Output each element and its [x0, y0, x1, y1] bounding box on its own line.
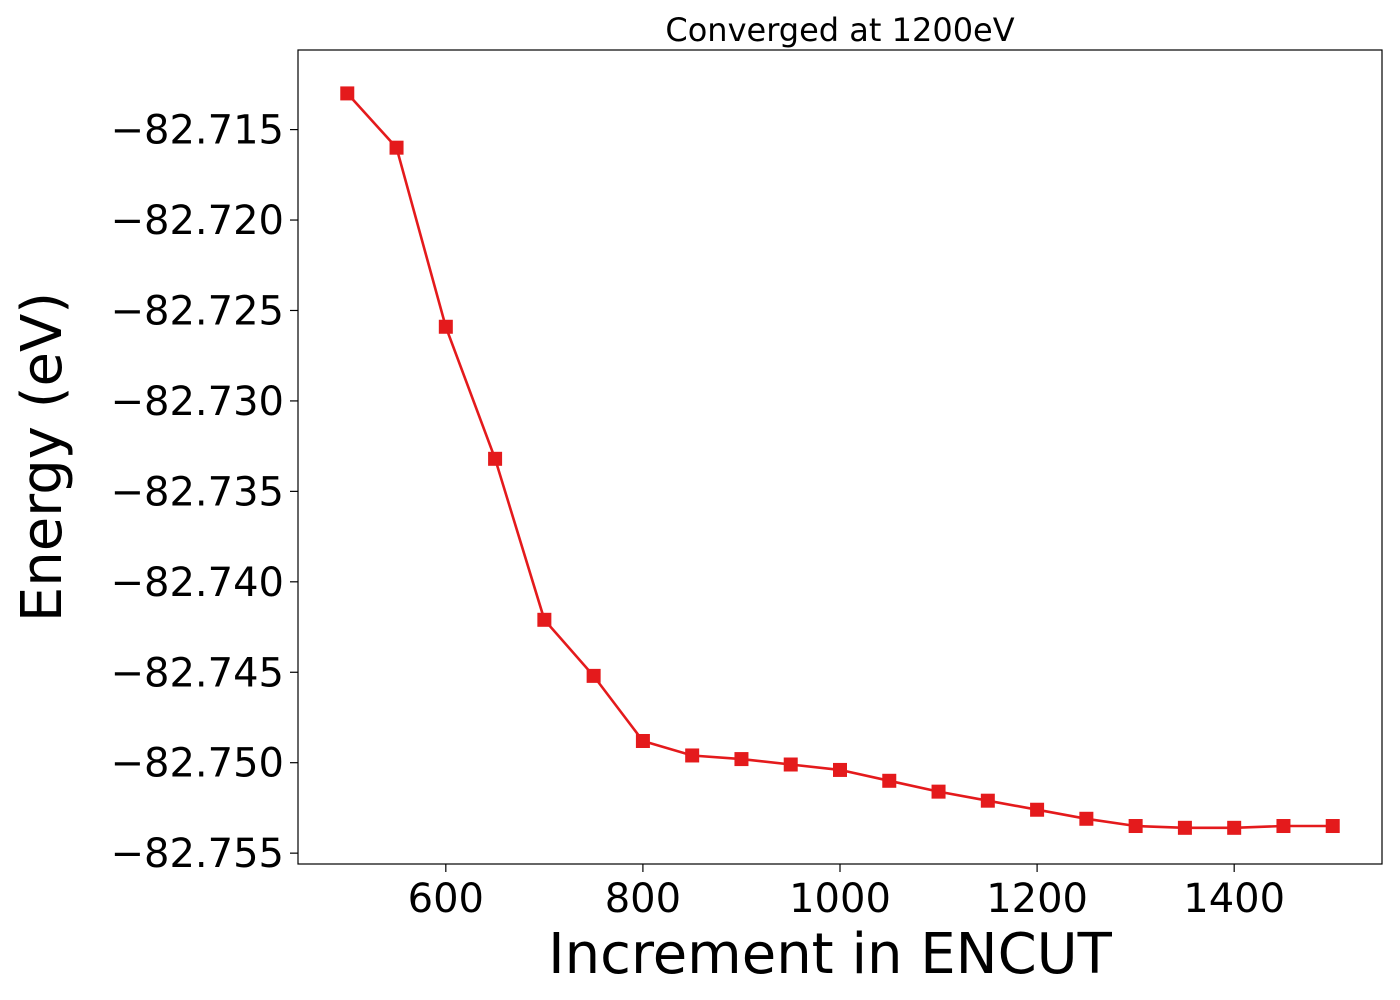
data-point-marker: [882, 773, 897, 788]
y-tick-label: −82.735: [111, 469, 284, 515]
data-point-marker: [1325, 819, 1340, 834]
data-point-marker: [488, 451, 503, 466]
y-tick-label: −82.725: [111, 288, 284, 334]
data-point-marker: [833, 762, 847, 777]
data-point-marker: [1128, 819, 1143, 834]
y-tick-label: −82.750: [111, 741, 284, 787]
x-tick-label: 800: [605, 876, 681, 922]
y-tick-label: −82.755: [111, 831, 284, 877]
x-tick-label: 1000: [789, 876, 891, 922]
data-point-marker: [340, 86, 355, 101]
data-point-marker: [685, 748, 700, 763]
y-tick-label: −82.715: [111, 108, 284, 154]
data-point-marker: [931, 784, 946, 799]
x-axis-title: Increment in ENCUT: [548, 922, 1113, 987]
y-tick-label: −82.730: [111, 379, 284, 425]
y-tick-label: −82.745: [111, 650, 284, 696]
data-point-marker: [635, 733, 650, 748]
y-tick-label: −82.740: [111, 560, 284, 606]
data-point-marker: [734, 752, 749, 767]
data-point-marker: [389, 140, 404, 155]
y-axis-ticks: −82.715 −82.720 −82.725 −82.730 −82.735 −82.7…: [111, 108, 298, 877]
data-point-marker: [1177, 820, 1192, 835]
data-point-marker: [783, 757, 798, 772]
series-layer: [340, 86, 1340, 835]
data-point-marker: [1227, 820, 1242, 835]
chart-title: Converged at 1200eV: [665, 11, 1014, 49]
data-point-marker: [1030, 802, 1045, 817]
plot-frame: [297, 49, 1383, 865]
data-point-marker: [537, 612, 552, 627]
x-axis-ticks: 600 800 1000 1200 1400: [408, 864, 1285, 922]
x-tick-label: 1200: [986, 876, 1088, 922]
data-point-marker: [1276, 819, 1291, 834]
x-tick-label: 1400: [1183, 876, 1285, 922]
data-point-marker: [586, 668, 601, 683]
data-point-marker: [1079, 811, 1094, 826]
y-tick-label: −82.720: [111, 198, 284, 244]
data-point-marker: [980, 793, 995, 808]
x-tick-label: 600: [408, 876, 484, 922]
y-axis-title: Energy (eV): [10, 292, 75, 622]
data-point-marker: [438, 319, 453, 334]
